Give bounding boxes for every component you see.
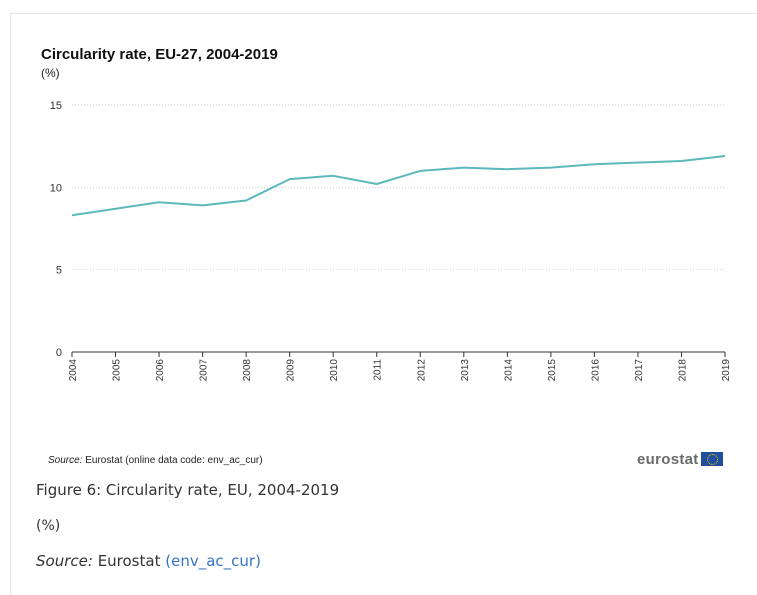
chart-source: Source: Eurostat (online data code: env_… [48, 455, 263, 466]
data-point [158, 201, 160, 203]
data-point [419, 170, 421, 172]
source-text: Eurostat (online data code: env_ac_cur) [85, 455, 263, 466]
x-tick-label: 2018 [677, 359, 688, 382]
caption-source: Source: Eurostat (env_ac_cur) [36, 552, 261, 570]
x-tick-label: 2006 [155, 359, 166, 382]
data-point [724, 155, 726, 157]
y-tick-label: 10 [50, 182, 62, 194]
frame-top-border [10, 13, 757, 14]
x-tick-label: 2007 [199, 359, 210, 382]
data-point [550, 167, 552, 169]
logo-text: eurostat [637, 450, 699, 468]
chart-title: Circularity rate, EU-27, 2004-2019 [41, 46, 278, 63]
y-tick-label: 5 [56, 265, 62, 277]
x-tick-label: 2016 [590, 359, 601, 382]
caption-source-text: Eurostat [97, 552, 161, 570]
data-point [202, 204, 204, 206]
data-point [289, 178, 291, 180]
x-tick-label: 2004 [68, 359, 79, 382]
chart-unit: (%) [41, 66, 60, 80]
x-tick-label: 2008 [242, 359, 253, 382]
data-point [245, 200, 247, 202]
x-tick-label: 2013 [460, 359, 471, 382]
x-tick-label: 2005 [112, 359, 123, 382]
data-point [115, 208, 117, 210]
y-tick-label: 15 [50, 100, 62, 112]
x-tick-label: 2017 [634, 359, 645, 382]
x-tick-label: 2019 [721, 359, 732, 382]
data-point [332, 175, 334, 177]
x-tick-label: 2015 [547, 359, 558, 382]
data-point [637, 162, 639, 164]
line-chart: 0 5 10 15 2004 2005 2006 2007 2008 2009 2010 2011 20… [50, 100, 732, 382]
eurostat-logo: eurostat [637, 450, 723, 468]
x-tick-label: 2010 [329, 359, 340, 382]
data-point [463, 167, 465, 169]
eu-flag-icon [700, 452, 723, 466]
frame-left-border [10, 13, 11, 595]
caption-unit: (%) [36, 518, 61, 534]
x-tick-label: 2014 [503, 359, 514, 382]
series-line [71, 155, 726, 217]
x-tick-label: 2012 [416, 359, 427, 382]
data-point [506, 168, 508, 170]
data-point [593, 163, 595, 165]
data-point [376, 183, 378, 185]
figure-caption: Figure 6: Circularity rate, EU, 2004-201… [36, 481, 340, 499]
caption-source-link[interactable]: (env_ac_cur) [165, 552, 261, 570]
source-label: Source: [48, 455, 83, 466]
x-tick-label: 2011 [373, 359, 384, 381]
y-tick-label: 0 [56, 347, 62, 359]
data-point [71, 214, 73, 216]
data-point [680, 160, 682, 162]
x-tick-label: 2009 [286, 359, 297, 382]
caption-source-label: Source: [36, 552, 93, 570]
